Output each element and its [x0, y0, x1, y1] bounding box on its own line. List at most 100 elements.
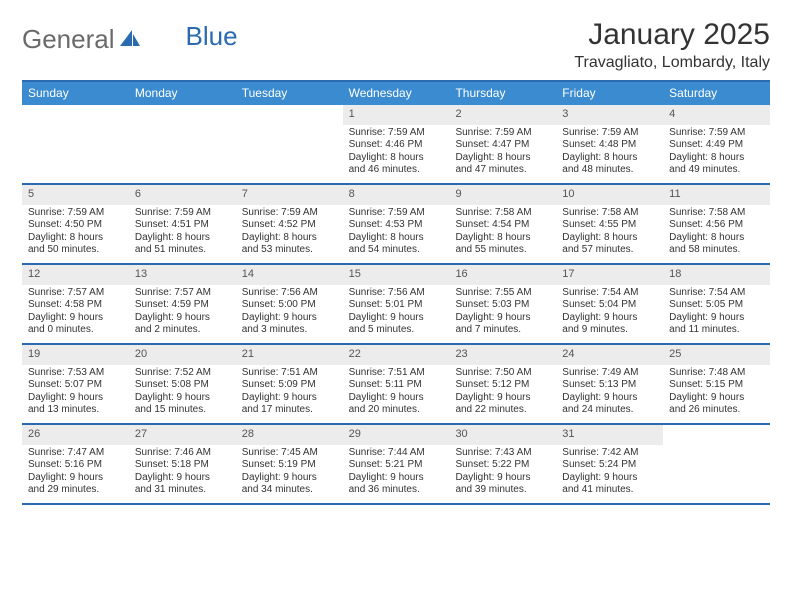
day-body: Sunrise: 7:52 AMSunset: 5:08 PMDaylight:… — [129, 365, 236, 421]
day-number: 4 — [663, 105, 770, 125]
daylight-text: and 48 minutes. — [562, 164, 659, 177]
day-number: 24 — [556, 345, 663, 365]
sunset-text: Sunset: 4:48 PM — [562, 139, 659, 152]
sunrise-text: Sunrise: 7:59 AM — [135, 207, 232, 220]
sunrise-text: Sunrise: 7:57 AM — [135, 287, 232, 300]
daylight-text: Daylight: 8 hours — [562, 152, 659, 165]
daylight-text: Daylight: 9 hours — [669, 312, 766, 325]
day-cell: 29Sunrise: 7:44 AMSunset: 5:21 PMDayligh… — [343, 425, 450, 503]
daylight-text: and 57 minutes. — [562, 244, 659, 257]
sunset-text: Sunset: 5:07 PM — [28, 379, 125, 392]
day-number: 26 — [22, 425, 129, 445]
sunset-text: Sunset: 4:46 PM — [349, 139, 446, 152]
header: General Blue January 2025 Travagliato, L… — [22, 18, 770, 72]
daylight-text: and 47 minutes. — [455, 164, 552, 177]
sunset-text: Sunset: 5:19 PM — [242, 459, 339, 472]
day-body: Sunrise: 7:56 AMSunset: 5:00 PMDaylight:… — [236, 285, 343, 341]
day-cell: 12Sunrise: 7:57 AMSunset: 4:58 PMDayligh… — [22, 265, 129, 343]
day-cell: 21Sunrise: 7:51 AMSunset: 5:09 PMDayligh… — [236, 345, 343, 423]
day-cell: 8Sunrise: 7:59 AMSunset: 4:53 PMDaylight… — [343, 185, 450, 263]
daylight-text: Daylight: 9 hours — [669, 392, 766, 405]
daylight-text: Daylight: 9 hours — [562, 312, 659, 325]
sunset-text: Sunset: 4:54 PM — [455, 219, 552, 232]
day-body: Sunrise: 7:58 AMSunset: 4:54 PMDaylight:… — [449, 205, 556, 261]
day-number: 19 — [22, 345, 129, 365]
day-cell: 22Sunrise: 7:51 AMSunset: 5:11 PMDayligh… — [343, 345, 450, 423]
day-number: 29 — [343, 425, 450, 445]
day-cell: 3Sunrise: 7:59 AMSunset: 4:48 PMDaylight… — [556, 105, 663, 183]
day-cell: 6Sunrise: 7:59 AMSunset: 4:51 PMDaylight… — [129, 185, 236, 263]
week-row: 19Sunrise: 7:53 AMSunset: 5:07 PMDayligh… — [22, 345, 770, 425]
daylight-text: and 50 minutes. — [28, 244, 125, 257]
calendar-grid: SundayMondayTuesdayWednesdayThursdayFrid… — [22, 80, 770, 505]
dow-cell: Thursday — [449, 82, 556, 105]
day-number — [663, 425, 770, 445]
sunrise-text: Sunrise: 7:59 AM — [669, 127, 766, 140]
sunrise-text: Sunrise: 7:59 AM — [455, 127, 552, 140]
daylight-text: and 20 minutes. — [349, 404, 446, 417]
day-cell: 13 Sunrise: 7:57 AMSunset: 4:59 PMDayligh… — [129, 265, 236, 343]
day-cell — [22, 105, 129, 183]
day-cell: 15Sunrise: 7:56 AMSunset: 5:01 PMDayligh… — [343, 265, 450, 343]
day-body: Sunrise: 7:48 AMSunset: 5:15 PMDaylight:… — [663, 365, 770, 421]
daylight-text: and 58 minutes. — [669, 244, 766, 257]
day-cell: 25Sunrise: 7:48 AMSunset: 5:15 PMDayligh… — [663, 345, 770, 423]
sunset-text: Sunset: 4:59 PM — [135, 299, 232, 312]
daylight-text: Daylight: 9 hours — [562, 472, 659, 485]
daylight-text: Daylight: 9 hours — [28, 312, 125, 325]
day-number: 11 — [663, 185, 770, 205]
sunrise-text: Sunrise: 7:54 AM — [669, 287, 766, 300]
sunset-text: Sunset: 5:00 PM — [242, 299, 339, 312]
daylight-text: and 51 minutes. — [135, 244, 232, 257]
day-cell: 14Sunrise: 7:56 AMSunset: 5:00 PMDayligh… — [236, 265, 343, 343]
sunset-text: Sunset: 5:24 PM — [562, 459, 659, 472]
day-number: 13 — [129, 265, 236, 285]
day-body: Sunrise: 7:45 AMSunset: 5:19 PMDaylight:… — [236, 445, 343, 501]
day-cell: 11Sunrise: 7:58 AMSunset: 4:56 PMDayligh… — [663, 185, 770, 263]
day-body: Sunrise: 7:49 AMSunset: 5:13 PMDaylight:… — [556, 365, 663, 421]
day-body: Sunrise: 7:46 AMSunset: 5:18 PMDaylight:… — [129, 445, 236, 501]
daylight-text: Daylight: 9 hours — [135, 312, 232, 325]
day-number — [22, 105, 129, 125]
daylight-text: and 29 minutes. — [28, 484, 125, 497]
daylight-text: Daylight: 9 hours — [242, 392, 339, 405]
day-body: Sunrise: 7:59 AMSunset: 4:48 PMDaylight:… — [556, 125, 663, 181]
day-body: Sunrise: 7:44 AMSunset: 5:21 PMDaylight:… — [343, 445, 450, 501]
daylight-text: and 49 minutes. — [669, 164, 766, 177]
day-cell: 24Sunrise: 7:49 AMSunset: 5:13 PMDayligh… — [556, 345, 663, 423]
day-cell: 20Sunrise: 7:52 AMSunset: 5:08 PMDayligh… — [129, 345, 236, 423]
sunset-text: Sunset: 5:12 PM — [455, 379, 552, 392]
sunset-text: Sunset: 4:52 PM — [242, 219, 339, 232]
sunrise-text: Sunrise: 7:43 AM — [455, 447, 552, 460]
daylight-text: Daylight: 8 hours — [28, 232, 125, 245]
day-body: Sunrise: 7:59 AMSunset: 4:53 PMDaylight:… — [343, 205, 450, 261]
day-body — [22, 125, 129, 131]
day-body — [236, 125, 343, 131]
sunrise-text: Sunrise: 7:53 AM — [28, 367, 125, 380]
day-number: 17 — [556, 265, 663, 285]
sunrise-text: Sunrise: 7:59 AM — [349, 207, 446, 220]
calendar-page: General Blue January 2025 Travagliato, L… — [0, 0, 792, 612]
day-number: 1 — [343, 105, 450, 125]
sunrise-text: Sunrise: 7:51 AM — [242, 367, 339, 380]
sunrise-text: Sunrise: 7:47 AM — [28, 447, 125, 460]
sunrise-text: Sunrise: 7:54 AM — [562, 287, 659, 300]
daylight-text: and 46 minutes. — [349, 164, 446, 177]
logo: General Blue — [22, 24, 238, 55]
day-number: 28 — [236, 425, 343, 445]
day-body: Sunrise: 7:47 AMSunset: 5:16 PMDaylight:… — [22, 445, 129, 501]
day-number: 18 — [663, 265, 770, 285]
sunrise-text: Sunrise: 7:44 AM — [349, 447, 446, 460]
day-number: 20 — [129, 345, 236, 365]
day-body: Sunrise: 7:58 AMSunset: 4:56 PMDaylight:… — [663, 205, 770, 261]
sunrise-text: Sunrise: 7:59 AM — [242, 207, 339, 220]
daylight-text: and 2 minutes. — [135, 324, 232, 337]
day-body: Sunrise: 7:57 AMSunset: 4:58 PMDaylight:… — [22, 285, 129, 341]
sunset-text: Sunset: 5:05 PM — [669, 299, 766, 312]
day-body: Sunrise: 7:51 AMSunset: 5:11 PMDaylight:… — [343, 365, 450, 421]
day-body: Sunrise: 7:53 AMSunset: 5:07 PMDaylight:… — [22, 365, 129, 421]
daylight-text: Daylight: 8 hours — [669, 232, 766, 245]
dow-cell: Saturday — [663, 82, 770, 105]
logo-text-b: Blue — [186, 21, 238, 52]
daylight-text: Daylight: 9 hours — [135, 392, 232, 405]
